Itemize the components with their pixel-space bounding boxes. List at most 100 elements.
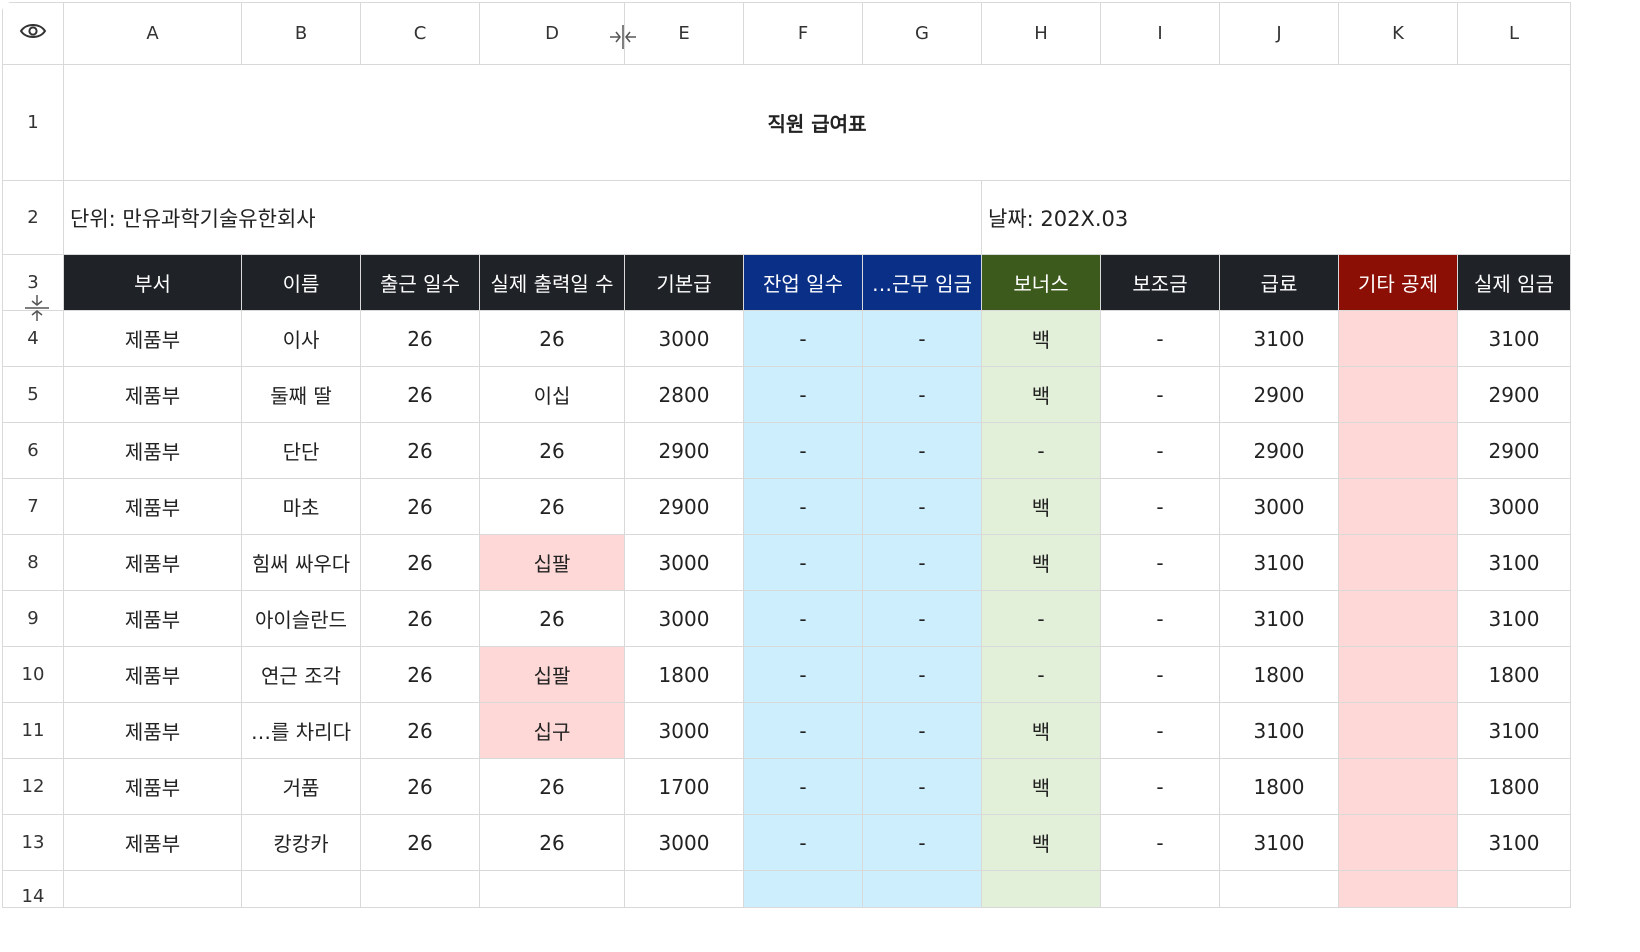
cell-d[interactable]: 26: [479, 758, 625, 815]
cell-a[interactable]: 제품부: [63, 702, 242, 759]
cell-f[interactable]: -: [743, 702, 863, 759]
cell-c[interactable]: 26: [360, 590, 480, 647]
cell-i[interactable]: [1100, 870, 1220, 908]
cell-i[interactable]: -: [1100, 478, 1220, 535]
cell-f[interactable]: -: [743, 758, 863, 815]
cell-g[interactable]: -: [862, 590, 982, 647]
cell-f[interactable]: -: [743, 590, 863, 647]
cell-b[interactable]: [241, 870, 361, 908]
cell-b[interactable]: 힘써 싸우다: [241, 534, 361, 591]
cell-e[interactable]: 3000: [624, 702, 744, 759]
cell-l[interactable]: 3100: [1457, 534, 1571, 591]
cell-d[interactable]: 26: [479, 590, 625, 647]
cell-k[interactable]: [1338, 702, 1458, 759]
cell-k[interactable]: [1338, 422, 1458, 479]
cell-c[interactable]: 26: [360, 366, 480, 423]
column-header-k[interactable]: K: [1338, 2, 1458, 65]
cell-l[interactable]: 1800: [1457, 646, 1571, 703]
cell-k[interactable]: [1338, 478, 1458, 535]
cell-k[interactable]: [1338, 310, 1458, 367]
header-cell-l[interactable]: 실제 임금: [1457, 254, 1571, 311]
cell-k[interactable]: [1338, 758, 1458, 815]
row-header[interactable]: 10: [2, 646, 64, 703]
cell-a[interactable]: 제품부: [63, 758, 242, 815]
cell-a[interactable]: [63, 870, 242, 908]
cell-f[interactable]: -: [743, 366, 863, 423]
column-header-h[interactable]: H: [981, 2, 1101, 65]
cell-j[interactable]: 3000: [1219, 478, 1339, 535]
header-cell-i[interactable]: 보조금: [1100, 254, 1220, 311]
cell-g[interactable]: -: [862, 702, 982, 759]
cell-l[interactable]: 2900: [1457, 366, 1571, 423]
column-resize-icon[interactable]: [608, 24, 638, 50]
cell-c[interactable]: 26: [360, 478, 480, 535]
column-header-c[interactable]: C: [360, 2, 480, 65]
cell-f[interactable]: [743, 870, 863, 908]
cell-i[interactable]: -: [1100, 422, 1220, 479]
cell-g[interactable]: -: [862, 758, 982, 815]
header-cell-d[interactable]: 실제 출력일 수: [479, 254, 625, 311]
row-header[interactable]: 14: [2, 870, 64, 908]
cell-j[interactable]: 1800: [1219, 758, 1339, 815]
cell-b[interactable]: 마초: [241, 478, 361, 535]
row-header[interactable]: 9: [2, 590, 64, 647]
cell-h[interactable]: 백: [981, 366, 1101, 423]
cell-i[interactable]: -: [1100, 310, 1220, 367]
cell-g[interactable]: -: [862, 478, 982, 535]
cell-c[interactable]: 26: [360, 534, 480, 591]
cell-c[interactable]: 26: [360, 646, 480, 703]
cell-k[interactable]: [1338, 590, 1458, 647]
cell-e[interactable]: 1800: [624, 646, 744, 703]
cell-e[interactable]: 3000: [624, 590, 744, 647]
cell-j[interactable]: 3100: [1219, 702, 1339, 759]
cell-g[interactable]: -: [862, 646, 982, 703]
cell-i[interactable]: -: [1100, 590, 1220, 647]
cell-a[interactable]: 제품부: [63, 310, 242, 367]
cell-h[interactable]: 백: [981, 814, 1101, 871]
cell-i[interactable]: -: [1100, 534, 1220, 591]
cell-d[interactable]: [479, 870, 625, 908]
column-header-i[interactable]: I: [1100, 2, 1220, 65]
cell-g[interactable]: -: [862, 814, 982, 871]
cell-c[interactable]: [360, 870, 480, 908]
cell-f[interactable]: -: [743, 646, 863, 703]
column-header-e[interactable]: E: [624, 2, 744, 65]
cell-h[interactable]: -: [981, 590, 1101, 647]
row-header[interactable]: 7: [2, 478, 64, 535]
header-cell-j[interactable]: 급료: [1219, 254, 1339, 311]
cell-h[interactable]: -: [981, 422, 1101, 479]
column-header-l[interactable]: L: [1457, 2, 1571, 65]
cell-e[interactable]: [624, 870, 744, 908]
cell-e[interactable]: 3000: [624, 310, 744, 367]
cell-e[interactable]: 2900: [624, 422, 744, 479]
cell-i[interactable]: -: [1100, 814, 1220, 871]
cell-g[interactable]: -: [862, 366, 982, 423]
cell-j[interactable]: 2900: [1219, 366, 1339, 423]
row-header[interactable]: 12: [2, 758, 64, 815]
cell-d[interactable]: 26: [479, 310, 625, 367]
visibility-toggle[interactable]: [2, 2, 64, 65]
cell-c[interactable]: 26: [360, 310, 480, 367]
cell-f[interactable]: -: [743, 534, 863, 591]
cell-b[interactable]: 이사: [241, 310, 361, 367]
row-header[interactable]: 6: [2, 422, 64, 479]
cell-l[interactable]: 1800: [1457, 758, 1571, 815]
cell-b[interactable]: 거품: [241, 758, 361, 815]
cell-j[interactable]: 3100: [1219, 534, 1339, 591]
cell-a[interactable]: 제품부: [63, 534, 242, 591]
column-header-g[interactable]: G: [862, 2, 982, 65]
cell-k[interactable]: [1338, 366, 1458, 423]
cell-i[interactable]: -: [1100, 646, 1220, 703]
cell-h[interactable]: 백: [981, 758, 1101, 815]
cell-a[interactable]: 제품부: [63, 590, 242, 647]
cell-i[interactable]: -: [1100, 366, 1220, 423]
cell-f[interactable]: -: [743, 814, 863, 871]
column-header-d[interactable]: D: [479, 2, 625, 65]
row-header[interactable]: 2: [2, 180, 64, 255]
header-cell-b[interactable]: 이름: [241, 254, 361, 311]
header-cell-e[interactable]: 기본급: [624, 254, 744, 311]
cell-j[interactable]: 3100: [1219, 814, 1339, 871]
cell-j[interactable]: 2900: [1219, 422, 1339, 479]
cell-c[interactable]: 26: [360, 422, 480, 479]
cell-l[interactable]: 3100: [1457, 702, 1571, 759]
